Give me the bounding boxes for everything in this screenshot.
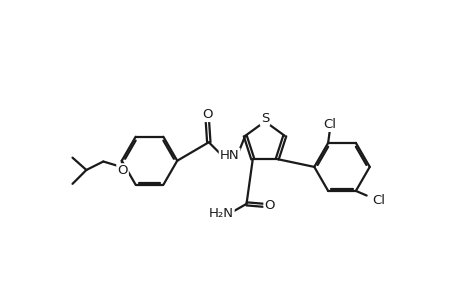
Text: O: O — [264, 199, 274, 212]
Text: HN: HN — [219, 149, 239, 162]
Text: Cl: Cl — [372, 194, 385, 207]
Text: S: S — [260, 112, 269, 125]
Text: Cl: Cl — [323, 118, 336, 131]
Text: O: O — [117, 164, 128, 177]
Text: H₂N: H₂N — [208, 207, 233, 220]
Text: O: O — [202, 108, 212, 121]
